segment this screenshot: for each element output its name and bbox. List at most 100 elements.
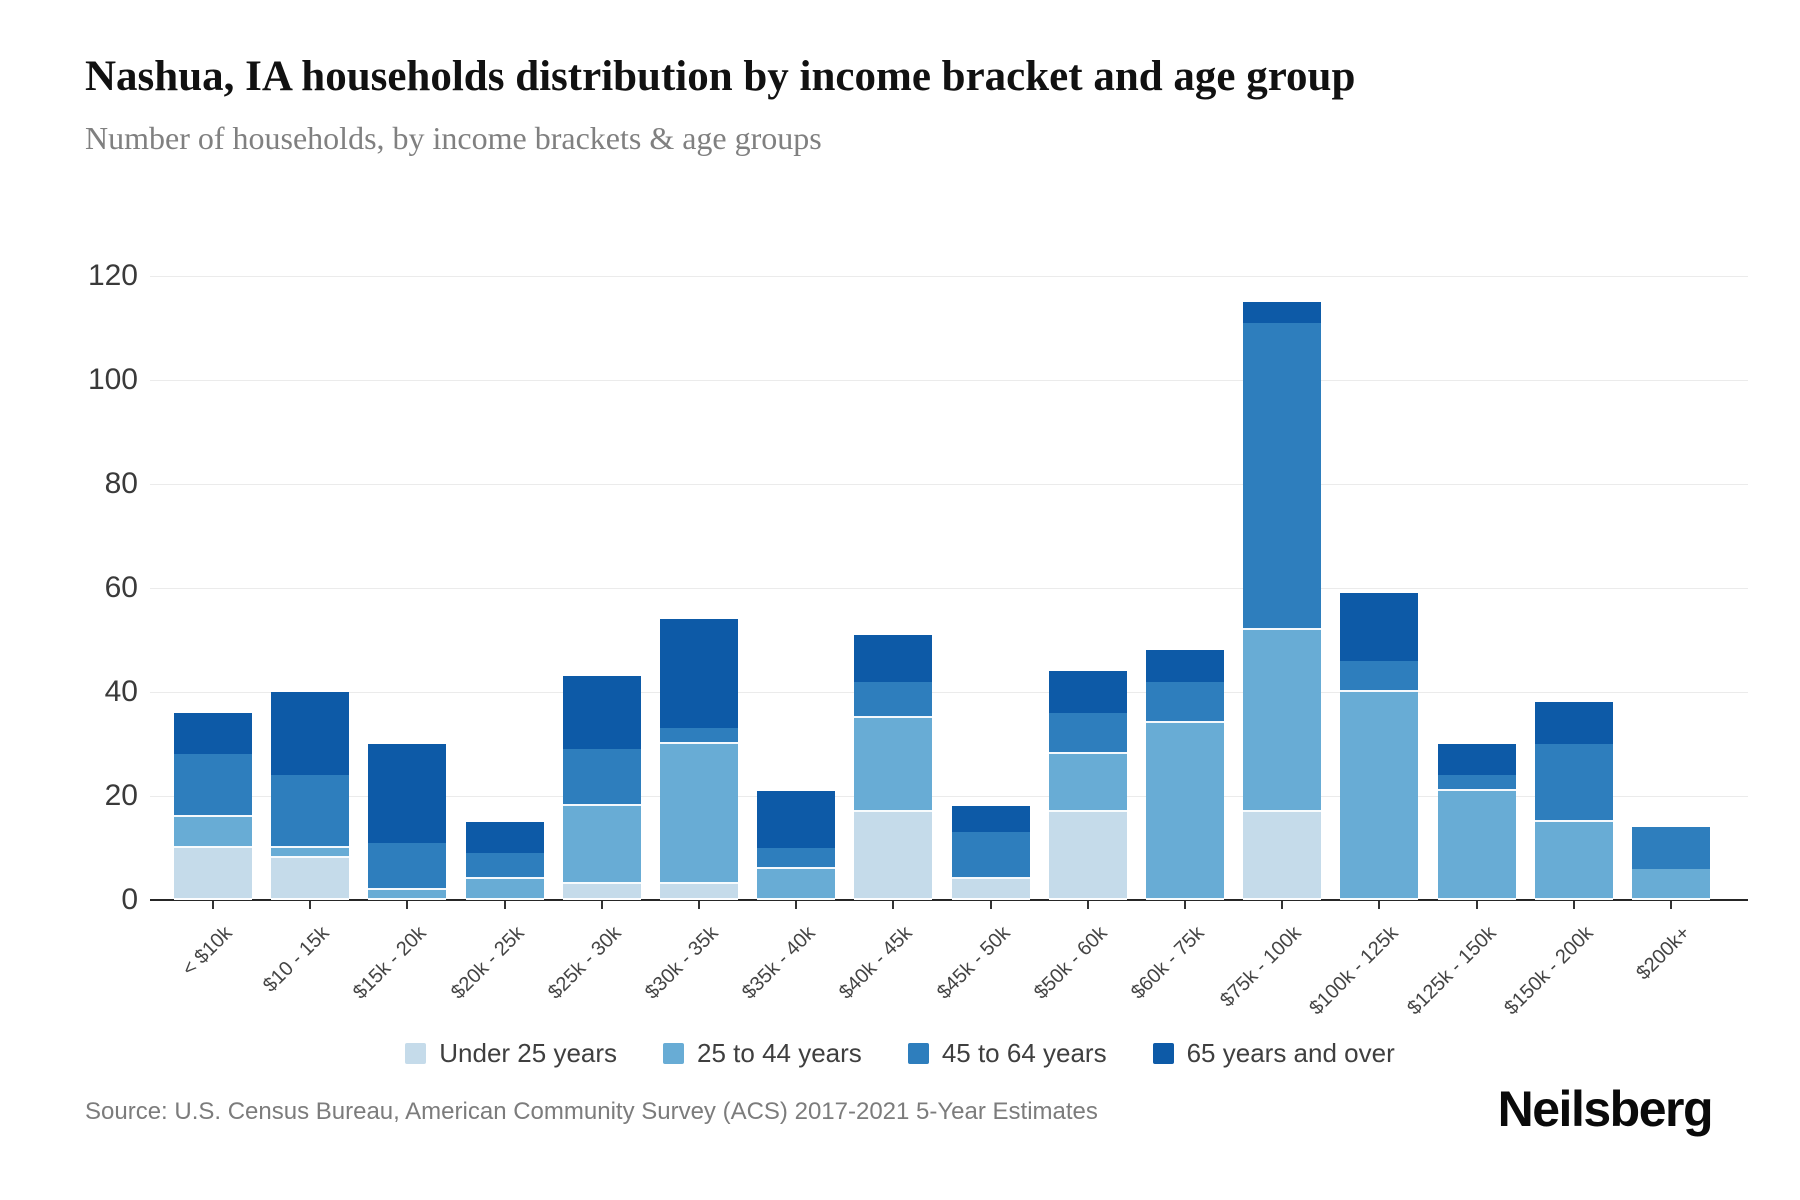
bar-segment[interactable] [271, 858, 350, 900]
bar-segment[interactable] [854, 811, 933, 900]
legend-item[interactable]: 45 to 64 years [907, 1038, 1107, 1069]
bar-segment[interactable] [1146, 723, 1224, 900]
source-attribution: Source: U.S. Census Bureau, American Com… [85, 1098, 1098, 1125]
bar-segment[interactable] [1048, 754, 1127, 812]
legend-label: 65 years and over [1186, 1038, 1395, 1068]
legend-swatch [1152, 1043, 1174, 1064]
x-tick-mark [698, 901, 700, 909]
bar-segment[interactable] [1534, 702, 1613, 744]
bar-segment[interactable] [562, 749, 641, 807]
x-tick-mark [309, 901, 312, 909]
bar-segment[interactable] [368, 744, 447, 843]
bar-segment[interactable] [1632, 868, 1710, 900]
x-tick-mark [1475, 901, 1478, 909]
legend-swatch [405, 1043, 427, 1064]
legend-item[interactable]: 25 to 44 years [663, 1038, 862, 1069]
x-tick-label: $40k - 45k [835, 922, 917, 1004]
bar-segment[interactable] [1243, 322, 1322, 630]
chart-title: Nashua, IA households distribution by in… [85, 53, 1356, 100]
bar-segment[interactable] [271, 692, 350, 776]
x-tick-mark [1572, 901, 1575, 909]
x-tick-label: $100k - 125k [1305, 922, 1403, 1020]
bar-segment[interactable] [1146, 650, 1224, 682]
x-tick-mark [212, 901, 214, 909]
x-tick-label: $60k - 75k [1126, 922, 1209, 1004]
x-tick-mark [989, 901, 992, 909]
bar-segment[interactable] [854, 634, 933, 682]
bar-segment[interactable] [1437, 775, 1516, 791]
bar-segment[interactable] [660, 728, 738, 744]
bar-segment[interactable] [951, 832, 1030, 880]
bar-segment[interactable] [271, 848, 350, 859]
bar-segment[interactable] [1243, 302, 1322, 323]
bar-segment[interactable] [271, 775, 350, 848]
bar-segment[interactable] [368, 842, 447, 890]
bar-segment[interactable] [1048, 671, 1127, 713]
bar-segment[interactable] [660, 619, 738, 729]
bar-segment[interactable] [174, 712, 252, 755]
bar-segment[interactable] [757, 790, 836, 848]
bar-segment[interactable] [562, 806, 641, 885]
bar-segment[interactable] [951, 879, 1030, 900]
bar-segment[interactable] [757, 868, 836, 900]
y-tick-label: 100 [87, 363, 138, 396]
x-tick-label: $50k - 60k [1029, 922, 1112, 1004]
chart-subtitle: Number of households, by income brackets… [85, 120, 822, 156]
x-tick-label: $75k - 100k [1216, 922, 1306, 1012]
bar-segment[interactable] [465, 879, 544, 900]
y-gridline [150, 484, 1748, 485]
x-tick-mark [503, 901, 506, 909]
bar-segment[interactable] [1243, 629, 1322, 812]
legend-item[interactable]: 65 years and over [1152, 1038, 1395, 1069]
bar-segment[interactable] [854, 681, 933, 718]
bar-segment[interactable] [465, 853, 544, 880]
bar-segment[interactable] [1340, 692, 1419, 900]
bar-segment[interactable] [1632, 827, 1710, 869]
bar-segment[interactable] [1340, 660, 1419, 692]
y-tick-label: 20 [104, 779, 138, 812]
bar-segment[interactable] [1534, 744, 1613, 822]
bar-segment[interactable] [1146, 681, 1224, 724]
bar-segment[interactable] [174, 848, 252, 900]
bar-segment[interactable] [1048, 811, 1127, 900]
legend-label: Under 25 years [439, 1038, 618, 1068]
x-tick-mark [1086, 901, 1089, 909]
y-tick-label: 40 [104, 675, 138, 708]
y-tick-label: 120 [87, 259, 138, 292]
bar-segment[interactable] [562, 676, 641, 750]
bar-segment[interactable] [562, 884, 641, 900]
x-tick-mark [1184, 901, 1186, 909]
bar-segment[interactable] [1243, 811, 1322, 900]
bar-segment[interactable] [174, 816, 252, 848]
bar-segment[interactable] [1437, 744, 1516, 776]
y-gridline [150, 380, 1748, 381]
x-tick-label: $10 - 15k [259, 922, 334, 997]
x-tick-label: $200k+ [1632, 922, 1695, 985]
bar-segment[interactable] [1437, 790, 1516, 900]
y-tick-label: 60 [104, 571, 138, 604]
x-tick-mark [1670, 901, 1672, 909]
y-gridline [150, 276, 1748, 277]
legend-label: 45 to 64 years [941, 1038, 1107, 1068]
x-tick-mark [1281, 901, 1284, 909]
x-tick-mark [600, 901, 603, 909]
bar-segment[interactable] [1340, 593, 1419, 661]
bar-segment[interactable] [951, 806, 1030, 833]
bar-segment[interactable] [368, 889, 447, 900]
legend-label: 25 to 44 years [697, 1038, 862, 1068]
x-axis-line [150, 899, 1748, 901]
bar-segment[interactable] [174, 754, 252, 817]
x-tick-label: $45k - 50k [932, 922, 1015, 1004]
bar-segment[interactable] [465, 822, 544, 854]
x-tick-label: < $10k [178, 922, 237, 981]
neilsberg-logo: Neilsberg [1497, 1081, 1714, 1137]
bar-segment[interactable] [660, 744, 738, 885]
bar-segment[interactable] [854, 718, 933, 812]
y-gridline [150, 796, 1748, 797]
x-tick-label: $125k - 150k [1402, 922, 1501, 1020]
legend-item[interactable]: Under 25 years [405, 1038, 617, 1069]
bar-segment[interactable] [660, 884, 738, 900]
bar-segment[interactable] [757, 848, 836, 869]
bar-segment[interactable] [1048, 712, 1127, 755]
bar-segment[interactable] [1534, 822, 1613, 900]
